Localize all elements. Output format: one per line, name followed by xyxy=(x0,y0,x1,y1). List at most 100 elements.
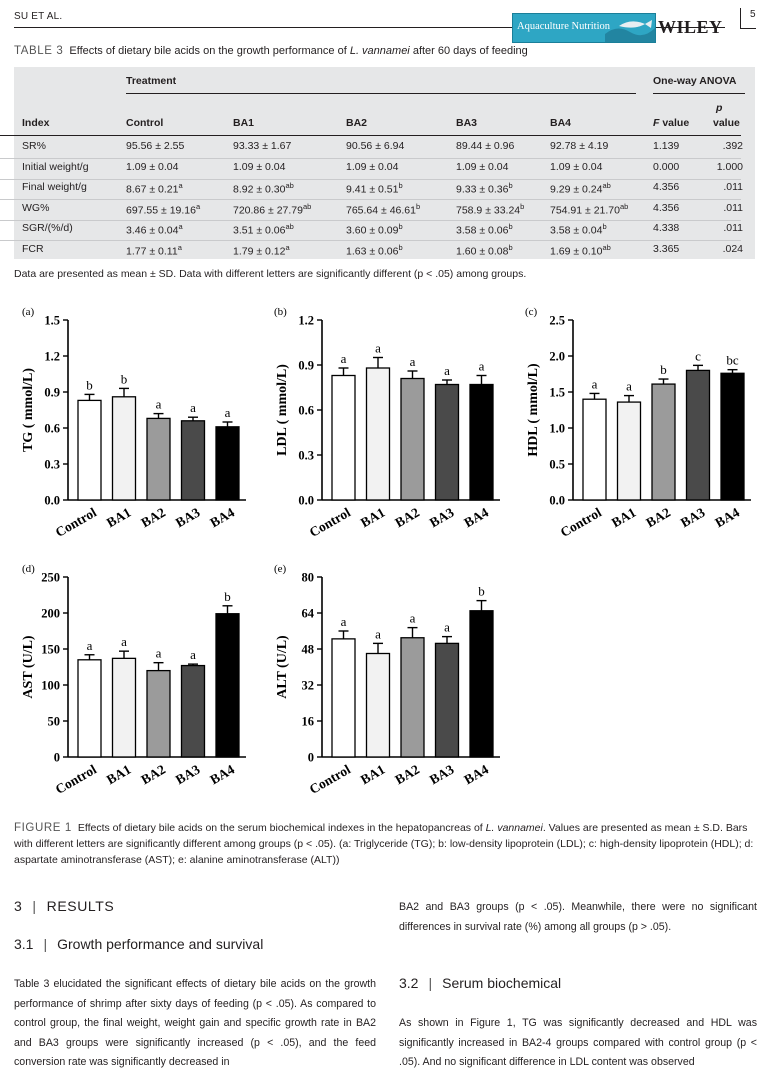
bar-ba3 xyxy=(685,369,711,501)
bar-ba3 xyxy=(180,420,206,501)
table-cell: 1.09 ± 0.04 xyxy=(456,160,509,173)
column-header-p-value: value xyxy=(713,117,740,129)
bar-control xyxy=(77,659,102,758)
group-rule-treatment xyxy=(126,93,636,94)
table-cell: 3.51 ± 0.06ab xyxy=(233,222,294,237)
significance-letter: a xyxy=(87,638,93,653)
y-tick-label: 0.6 xyxy=(298,404,314,418)
table-cell: .392 xyxy=(722,140,743,152)
header-rule xyxy=(14,27,725,28)
table-cell: 89.44 ± 0.96 xyxy=(456,140,515,152)
bar-ba3 xyxy=(434,642,460,758)
column-header: BA4 xyxy=(550,117,572,129)
y-axis-label: AST (U/L) xyxy=(21,635,36,698)
significance-letter: b xyxy=(121,371,128,386)
table-cell: 754.91 ± 21.70ab xyxy=(550,201,629,217)
x-tick-label: Control xyxy=(307,504,353,539)
figure-label: FIGURE 1 xyxy=(14,822,72,834)
y-tick-label: 32 xyxy=(302,679,315,693)
table-cell: .011 xyxy=(723,222,743,234)
table-cell: 720.86 ± 27.79ab xyxy=(233,201,312,217)
significance-letter: a xyxy=(156,397,162,412)
x-tick-label: Control xyxy=(53,504,99,539)
subsection-title: Serum biochemical xyxy=(442,975,562,991)
publisher-rule xyxy=(740,28,756,29)
bar-ba1 xyxy=(365,367,391,501)
y-axis-label: TG ( mmol/L) xyxy=(21,368,36,452)
table-cell: .011 xyxy=(723,201,743,214)
y-tick-label: 0.3 xyxy=(44,458,60,472)
fish-icon xyxy=(605,20,655,42)
bar-ba2 xyxy=(400,637,425,758)
y-tick-label: 2.5 xyxy=(549,314,565,328)
table-cell: 93.33 ± 1.67 xyxy=(233,140,292,152)
y-tick-label: 150 xyxy=(41,643,60,657)
row-divider xyxy=(0,178,741,180)
publisher-logo: WILEY xyxy=(658,17,723,37)
table-cell: 1.09 ± 0.04 xyxy=(550,160,603,173)
table-caption: Effects of dietary bile acids on the gro… xyxy=(69,45,528,57)
table-cell: WG% xyxy=(22,201,50,214)
y-tick-label: 1.0 xyxy=(549,422,565,436)
x-tick-label: BA2 xyxy=(392,761,422,787)
table-cell: 1.000 xyxy=(716,160,743,173)
table-cell: 90.56 ± 6.94 xyxy=(346,140,405,152)
significance-letter: a xyxy=(121,634,127,649)
significance-letter: a xyxy=(444,620,450,635)
significance-letter: a xyxy=(225,405,231,420)
page-number: 5 xyxy=(750,9,756,20)
y-axis-label: LDL ( mmol/L) xyxy=(275,364,290,456)
table-cell: 4.356 xyxy=(653,201,680,214)
table-cell: 95.56 ± 2.55 xyxy=(126,140,185,152)
column-header-p-symbol: p xyxy=(716,102,723,114)
table-cell: FCR xyxy=(22,242,44,255)
section-title: RESULTS xyxy=(46,898,115,914)
bar-ba2 xyxy=(146,669,171,758)
y-tick-label: 0.3 xyxy=(298,449,314,463)
bar-ba1 xyxy=(365,652,391,758)
bar-ba1 xyxy=(111,396,137,501)
bar-ba1 xyxy=(616,401,642,501)
table-cell: .024 xyxy=(722,242,743,255)
y-tick-label: 0.5 xyxy=(549,458,565,472)
bar-ba1 xyxy=(111,657,137,758)
header-rule xyxy=(0,135,741,136)
x-tick-label: BA4 xyxy=(207,761,237,787)
table-cell: 758.9 ± 33.24b xyxy=(456,201,525,217)
y-tick-label: 250 xyxy=(41,571,60,585)
table-cell: 0.000 xyxy=(653,160,680,173)
column-header: Control xyxy=(126,117,164,129)
y-tick-label: 200 xyxy=(41,607,60,621)
table-background xyxy=(14,67,755,259)
x-tick-label: BA2 xyxy=(643,504,673,530)
table-cell: 8.67 ± 0.21a xyxy=(126,181,183,196)
column-header: BA1 xyxy=(233,117,255,129)
y-tick-label: 0.9 xyxy=(44,386,60,400)
significance-letter: a xyxy=(341,614,347,629)
x-tick-label: BA2 xyxy=(138,504,168,530)
table-cell: 8.92 ± 0.30ab xyxy=(233,181,294,196)
table-cell: SR% xyxy=(22,140,46,152)
bar-control xyxy=(582,398,607,501)
group-rule-anova xyxy=(653,93,745,94)
table-cell: .011 xyxy=(723,181,743,193)
panel-label: (c) xyxy=(525,306,538,318)
y-tick-label: 0.0 xyxy=(549,494,565,508)
journal-name: Aquaculture Nutrition xyxy=(517,21,611,32)
subsection-heading-serum: 3.2 | Serum biochemical xyxy=(399,975,562,991)
significance-letter: a xyxy=(156,646,162,661)
significance-letter: a xyxy=(375,341,381,356)
table-cell: 92.78 ± 4.19 xyxy=(550,140,609,152)
paragraph-serum: As shown in Figure 1, TG was significant… xyxy=(399,1017,757,1068)
y-tick-label: 0 xyxy=(308,751,314,765)
row-divider xyxy=(0,158,741,159)
table-cell: 3.58 ± 0.04b xyxy=(550,222,607,237)
significance-letter: c xyxy=(695,348,701,363)
x-tick-label: BA1 xyxy=(104,504,134,530)
bar-ba4 xyxy=(215,613,240,758)
panel-label: (b) xyxy=(274,306,287,318)
x-tick-label: BA3 xyxy=(427,504,457,530)
panel-label: (d) xyxy=(22,563,35,575)
bar-ba4 xyxy=(469,383,494,501)
significance-letter: a xyxy=(479,359,485,374)
